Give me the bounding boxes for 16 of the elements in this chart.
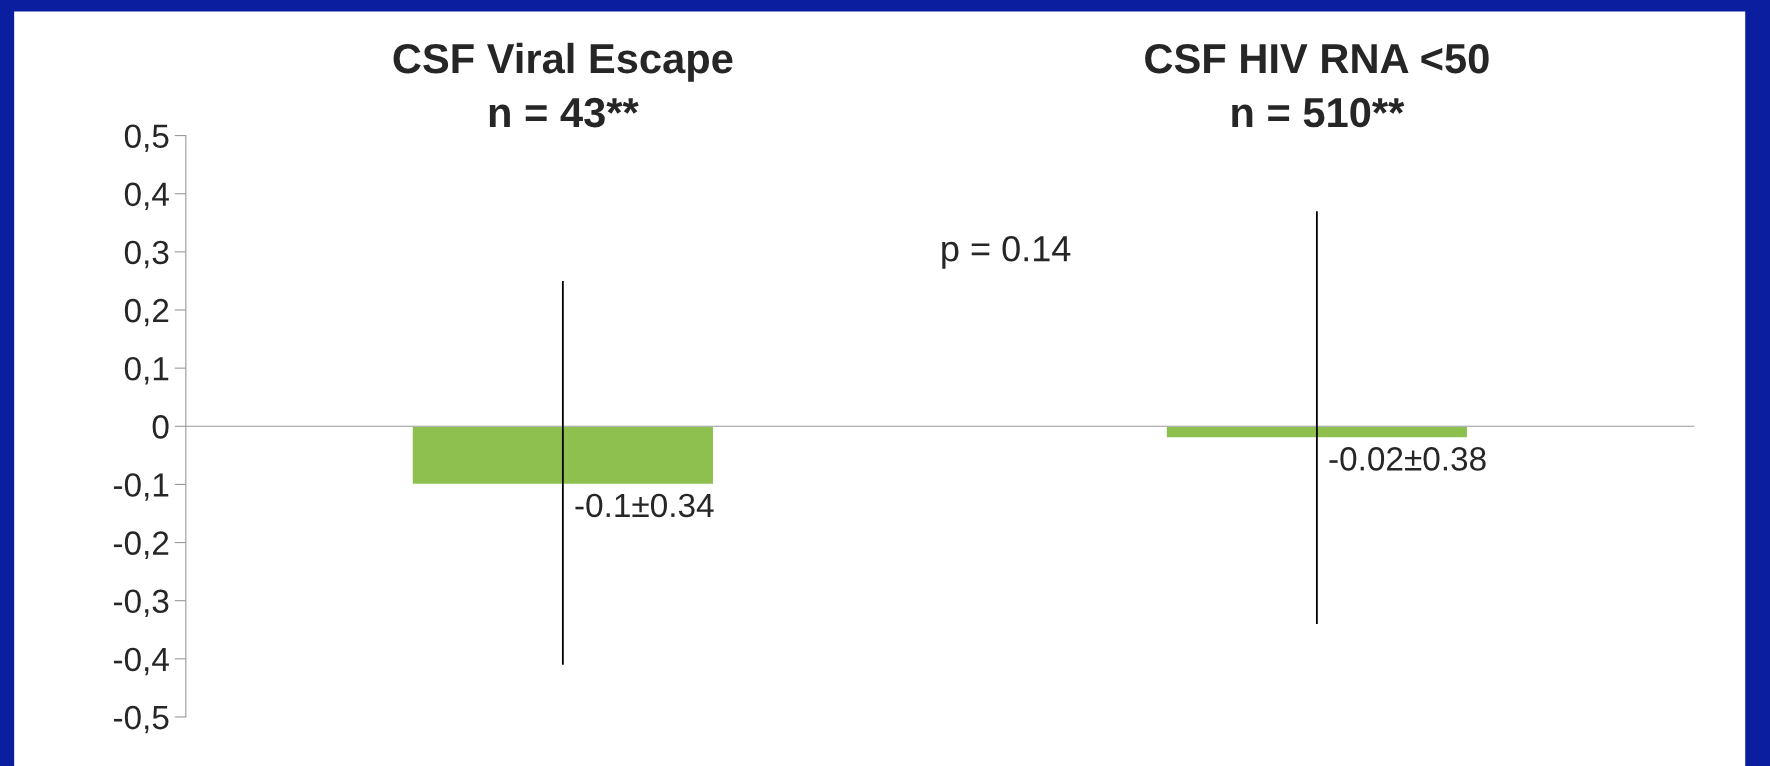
y-tick-label: -0,2 xyxy=(113,531,169,559)
y-tick-label: 0,5 xyxy=(124,124,169,152)
data-label: -0.1±0.34 xyxy=(575,493,714,518)
x-tick-label: CSF HIV RNA <50 n = 510** xyxy=(1145,43,1489,128)
x-tick-label: CSF Viral Escape n = 43** xyxy=(393,42,733,128)
y-tick-label: 0,1 xyxy=(124,356,169,385)
y-tick-label: -0,1 xyxy=(113,473,169,501)
y-tick-label: -0,4 xyxy=(113,647,169,676)
y-tick-label: -0,5 xyxy=(113,705,169,734)
y-tick-label: 0,3 xyxy=(124,240,169,269)
y-tick-label: 0 xyxy=(152,415,169,439)
y-tick-label: -0,3 xyxy=(113,589,169,618)
y-tick-label: 0,2 xyxy=(124,298,169,327)
data-label: -0.02±0.38 xyxy=(1329,447,1486,471)
y-tick-label: 0,4 xyxy=(124,182,169,211)
annotation: p = 0.14 xyxy=(942,235,1071,269)
